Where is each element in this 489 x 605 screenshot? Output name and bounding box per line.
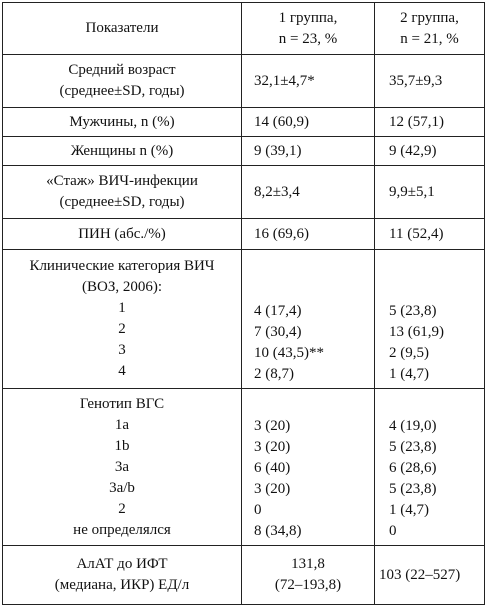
genotype-group1-value: 0 (254, 502, 262, 518)
alat-label-line2: (медиана, ИКР) ЕД/л (54, 577, 190, 593)
age-label-line1: Средний возраст (68, 62, 176, 78)
table-row: ПИН (абс./%) 16 (69,6) 11 (52,4) (2, 218, 485, 250)
row-label: АлАТ до ИФТ (медиана, ИКР) ЕД/л (2, 545, 242, 605)
genotype-type: 3a (114, 458, 130, 475)
header-group1-line2: n = 23, % (278, 30, 338, 47)
clinical-group1-value: 2 (8,7) (254, 366, 294, 382)
genotype-group1-values: 3 (20) 3 (20) 6 (40) 3 (20) 0 8 (34,8) (241, 388, 375, 546)
genotype-group2-value: 4 (19,0) (389, 418, 437, 434)
men-group1-value: 14 (60,9) (241, 107, 375, 137)
clinical-category: 4 (118, 363, 126, 379)
genotype-group2-value: 6 (28,6) (389, 460, 437, 476)
genotype-group2-value: 0 (389, 523, 397, 539)
clinical-group1-value: 10 (43,5)** (254, 345, 324, 361)
alat-group1-value: 131,8 (72–193,8) (241, 545, 375, 605)
alat-group1-line2: (72–193,8) (274, 577, 342, 593)
genotype-group1-value: 3 (20) (254, 439, 291, 455)
genotype-group1-value: 8 (34,8) (254, 523, 302, 539)
clinical-group2-value: 1 (4,7) (389, 366, 429, 382)
clinical-label-line1: Клинические категория ВИЧ (29, 258, 215, 274)
alat-group2-value: 103 (22–527) (374, 545, 485, 605)
stazh-label-line1: «Стаж» ВИЧ-инфекции (46, 173, 198, 189)
clinical-group2-value: 13 (61,9) (389, 324, 444, 340)
genotype-group1-value: 3 (20) (254, 481, 291, 497)
alat-group1-line1: 131,8 (291, 556, 325, 572)
clinical-category: 1 (118, 300, 126, 316)
genotype-group2-value: 5 (23,8) (389, 439, 437, 455)
clinical-category: 3 (118, 342, 126, 358)
table-row: «Стаж» ВИЧ-инфекции (среднее±SD, годы) 8… (2, 165, 485, 219)
genotype-type: 1a (114, 416, 130, 433)
genotype-group2-values: 4 (19,0) 5 (23,8) 6 (28,6) 5 (23,8) 1 (4… (374, 388, 485, 546)
genotype-type: 3a/b (109, 479, 135, 496)
genotype-group1-value: 3 (20) (254, 418, 291, 434)
age-group2-value: 35,7±9,3 (374, 54, 485, 108)
women-group2-value: 9 (42,9) (374, 136, 485, 166)
table-row: АлАТ до ИФТ (медиана, ИКР) ЕД/л 131,8 (7… (2, 545, 485, 605)
table-row: Клинические категория ВИЧ (ВОЗ, 2006): 1… (2, 249, 485, 389)
clinical-group1-value: 4 (17,4) (254, 303, 302, 319)
men-group2-value: 12 (57,1) (374, 107, 485, 137)
men-label: Мужчины, n (%) (2, 107, 242, 137)
genotype-group1-value: 6 (40) (254, 460, 291, 476)
clinical-group2-value: 2 (9,5) (389, 345, 429, 361)
alat-label-line1: АлАТ до ИФТ (76, 556, 168, 572)
pin-group2-value: 11 (52,4) (374, 218, 485, 250)
clinical-group1-values: 4 (17,4) 7 (30,4) 10 (43,5)** 2 (8,7) (241, 249, 375, 389)
header-group2-line1: 2 группа, (400, 9, 459, 26)
header-group1-line1: 1 группа, (278, 9, 338, 26)
genotype-group2-value: 5 (23,8) (389, 481, 437, 497)
stazh-label-line2: (среднее±SD, годы) (59, 194, 185, 210)
row-label: Средний возраст (среднее±SD, годы) (2, 54, 242, 108)
age-label-line2: (среднее±SD, годы) (59, 83, 185, 99)
pin-group1-value: 16 (69,6) (241, 218, 375, 250)
clinical-group2-values: 5 (23,8) 13 (61,9) 2 (9,5) 1 (4,7) (374, 249, 485, 389)
clinical-group2-value: 5 (23,8) (389, 303, 437, 319)
clinical-group1-value: 7 (30,4) (254, 324, 302, 340)
row-label: Клинические категория ВИЧ (ВОЗ, 2006): 1… (2, 249, 242, 389)
genotype-type: 1b (114, 437, 130, 454)
clinical-category: 2 (118, 321, 126, 337)
genotype-group2-value: 1 (4,7) (389, 502, 429, 518)
table-row: Женщины n (%) 9 (39,1) 9 (42,9) (2, 136, 485, 166)
stazh-group1-value: 8,2±3,4 (241, 165, 375, 219)
header-group2: 2 группа, n = 21, % (374, 2, 485, 55)
clinical-label-line2: (ВОЗ, 2006): (81, 279, 162, 295)
age-group1-value: 32,1±4,7* (241, 54, 375, 108)
women-group1-value: 9 (39,1) (241, 136, 375, 166)
genotype-type: не определялся (73, 521, 171, 538)
header-row: Показатели 1 группа, n = 23, % 2 группа,… (2, 2, 485, 55)
genotype-label: Генотип ВГС (79, 395, 165, 412)
row-label: «Стаж» ВИЧ-инфекции (среднее±SD, годы) (2, 165, 242, 219)
header-group1: 1 группа, n = 23, % (241, 2, 375, 55)
table-row: Генотип ВГС 1a 1b 3a 3a/b 2 не определял… (2, 388, 485, 546)
row-label: Генотип ВГС 1a 1b 3a 3a/b 2 не определял… (2, 388, 242, 546)
table-row: Мужчины, n (%) 14 (60,9) 12 (57,1) (2, 107, 485, 137)
genotype-type: 2 (118, 500, 126, 517)
women-label: Женщины n (%) (2, 136, 242, 166)
header-indicator: Показатели (2, 2, 242, 55)
pin-label: ПИН (абс./%) (2, 218, 242, 250)
table-row: Средний возраст (среднее±SD, годы) 32,1±… (2, 54, 485, 108)
header-group2-line2: n = 21, % (400, 30, 459, 47)
stazh-group2-value: 9,9±5,1 (374, 165, 485, 219)
